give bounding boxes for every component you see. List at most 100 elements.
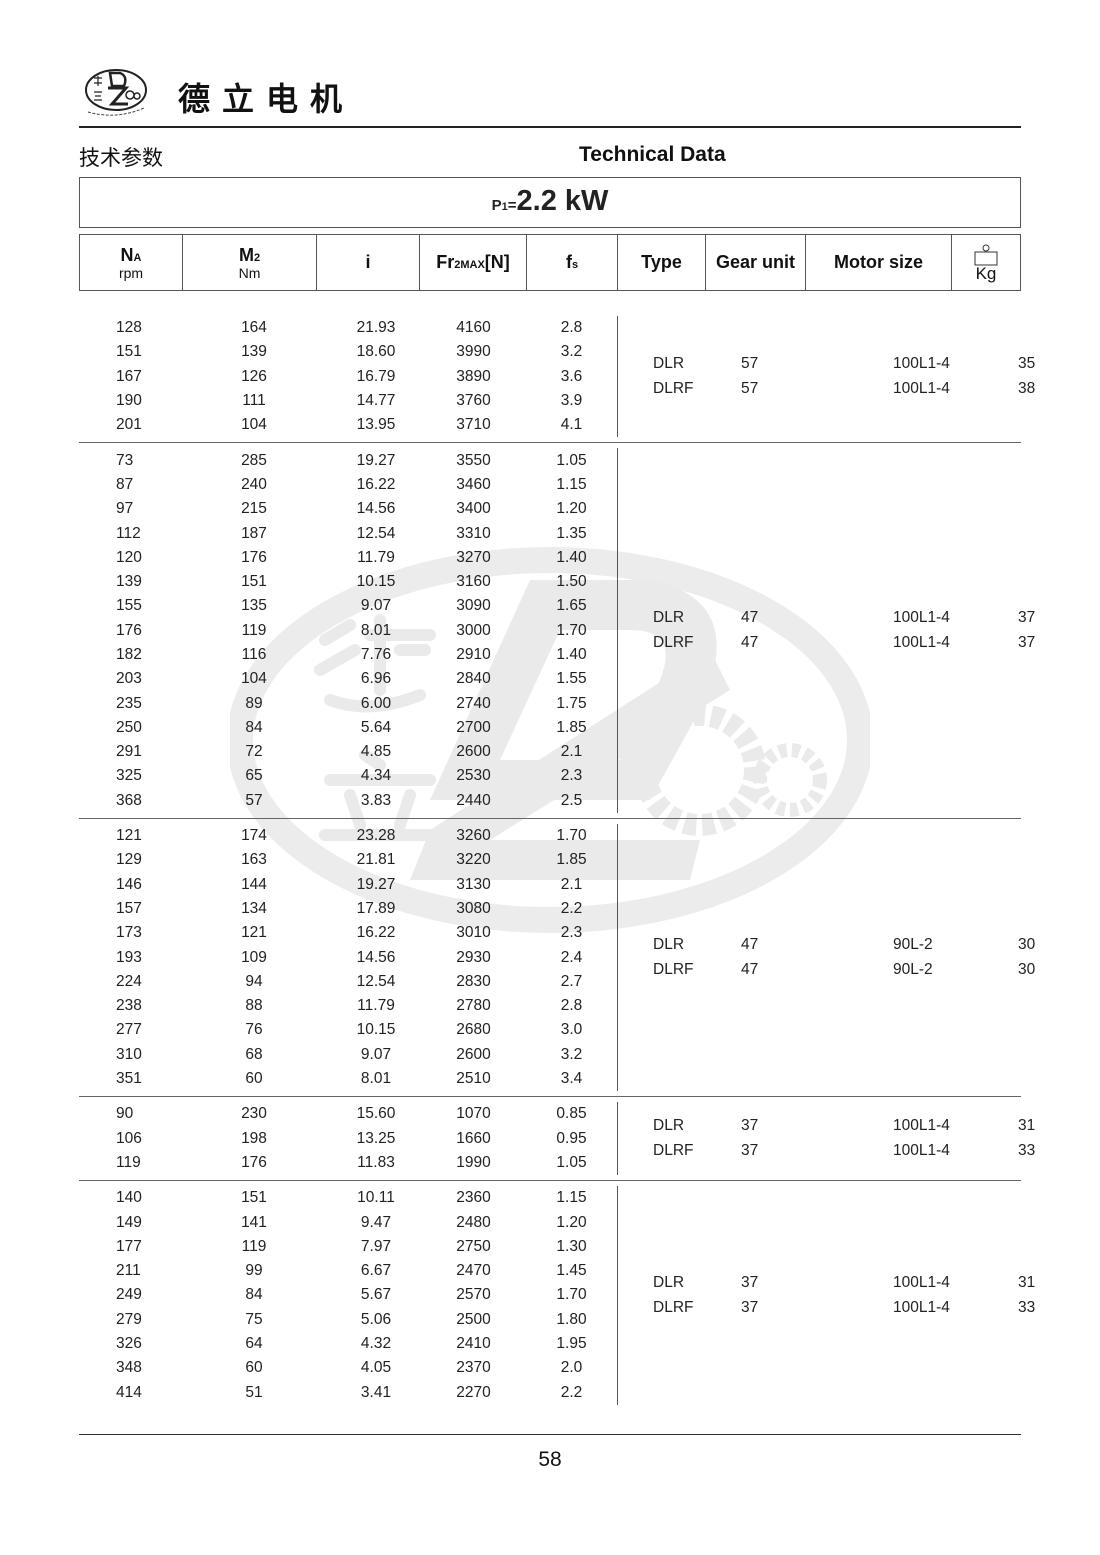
- cell-motor-size: 90L-2: [893, 936, 933, 954]
- cell-speed: 291: [116, 743, 142, 761]
- cell-service-factor: 1.65: [556, 597, 587, 615]
- cell-radial-force: 2500: [456, 1310, 491, 1328]
- table-row: 140 151 10.11 2360 1.15: [79, 1186, 617, 1210]
- table-row: 177 119 7.97 2750 1.30: [79, 1235, 617, 1259]
- col-fs-main: f: [565, 252, 572, 272]
- cell-speed: 176: [116, 621, 142, 639]
- cell-weight: 33: [1018, 1142, 1036, 1160]
- table-row: 211 99 6.67 2470 1.45: [79, 1259, 617, 1283]
- cell-speed: 238: [116, 997, 142, 1015]
- cell-service-factor: 3.6: [560, 367, 583, 385]
- cell-speed: 224: [116, 972, 142, 990]
- table-row: 120 176 11.79 3270 1.40: [79, 546, 617, 570]
- cell-gear-unit: 47: [741, 961, 759, 979]
- cell-speed: 129: [116, 851, 142, 869]
- cell-ratio: 4.32: [360, 1335, 392, 1353]
- cell-speed: 414: [116, 1383, 142, 1401]
- cell-radial-force: 3760: [456, 392, 491, 410]
- cell-radial-force: 3400: [456, 500, 491, 518]
- cell-ratio: 15.60: [356, 1105, 396, 1123]
- cell-torque: 163: [241, 851, 267, 869]
- col-output-torque: M2 Nm: [183, 235, 317, 290]
- cell-ratio: 6.00: [360, 694, 392, 712]
- cell-radial-force: 3310: [456, 524, 491, 542]
- table-row: 310 68 9.07 2600 3.2: [79, 1043, 617, 1067]
- brand-name: 德立电机: [178, 80, 355, 118]
- cell-torque: 119: [241, 1237, 267, 1255]
- cell-ratio: 11.79: [357, 997, 395, 1015]
- cell-service-factor: 1.75: [556, 694, 587, 712]
- table-row: 368 57 3.83 2440 2.5: [79, 789, 617, 813]
- cell-gear-unit: 37: [741, 1117, 759, 1135]
- cell-type: DLR: [653, 355, 685, 373]
- table-row: 90 230 15.60 1070 0.85: [79, 1102, 617, 1126]
- cell-service-factor: 1.20: [556, 500, 587, 518]
- cell-ratio: 4.05: [360, 1359, 392, 1377]
- cell-torque: 72: [245, 743, 263, 761]
- cell-ratio: 9.07: [360, 1045, 392, 1063]
- table-row: 203 104 6.96 2840 1.55: [79, 667, 617, 691]
- cell-speed: 249: [116, 1286, 142, 1304]
- cell-ratio: 16.22: [356, 475, 396, 493]
- cell-ratio: 21.93: [356, 319, 396, 337]
- cell-speed: 146: [116, 875, 142, 893]
- cell-radial-force: 3160: [456, 573, 491, 591]
- cell-torque: 109: [241, 948, 267, 966]
- cell-radial-force: 1660: [456, 1129, 491, 1147]
- table-row: 155 135 9.07 3090 1.65: [79, 594, 617, 618]
- table-row: 128 164 21.93 4160 2.8: [79, 316, 617, 340]
- group-specs: DLR 47 100L1-4 37 DLRF 47 100L1-4 37: [617, 448, 1058, 813]
- table-row: 291 72 4.85 2600 2.1: [79, 740, 617, 764]
- cell-speed: 90: [116, 1105, 134, 1123]
- table-row: 182 116 7.76 2910 1.40: [79, 643, 617, 667]
- cell-gear-unit: 37: [741, 1273, 759, 1291]
- cell-ratio: 10.15: [356, 1021, 396, 1039]
- cell-torque: 134: [241, 899, 267, 917]
- cell-torque: 104: [241, 416, 267, 434]
- group-ratings: 128 164 21.93 4160 2.8 151 139 18.60 3990 3.2 167 1…: [79, 316, 617, 437]
- table-row: 139 151 10.15 3160 1.50: [79, 570, 617, 594]
- cell-service-factor: 1.85: [556, 718, 587, 736]
- cell-motor-size: 90L-2: [893, 961, 933, 979]
- cell-weight: 38: [1018, 380, 1036, 398]
- group-ratings: 140 151 10.11 2360 1.15 149 141 9.47 2480 1.20 177…: [79, 1186, 617, 1405]
- spec-row: DLR 47 90L-2 30: [618, 933, 1058, 958]
- cell-radial-force: 3890: [456, 367, 491, 385]
- cell-motor-size: 100L1-4: [893, 1142, 950, 1160]
- cell-ratio: 12.54: [356, 524, 396, 542]
- cell-torque: 64: [245, 1335, 263, 1353]
- cell-ratio: 7.76: [360, 646, 392, 663]
- cell-service-factor: 2.5: [560, 791, 583, 809]
- table-row: 193 109 14.56 2930 2.4: [79, 945, 617, 969]
- cell-service-factor: 1.40: [556, 646, 587, 663]
- cell-torque: 139: [241, 343, 267, 361]
- cell-radial-force: 2470: [456, 1262, 491, 1280]
- spec-row: DLR 37 100L1-4 31: [618, 1270, 1058, 1295]
- cell-ratio: 14.77: [356, 392, 396, 410]
- cell-service-factor: 4.1: [560, 416, 583, 434]
- cell-service-factor: 2.2: [560, 1383, 583, 1401]
- cell-speed: 325: [116, 767, 142, 785]
- cell-radial-force: 3460: [456, 475, 491, 493]
- spec-row: DLRF 37 100L1-4 33: [618, 1295, 1058, 1320]
- cell-service-factor: 2.7: [560, 972, 583, 990]
- cell-speed: 235: [116, 694, 142, 712]
- cell-speed: 190: [116, 392, 142, 410]
- spec-row: DLR 47 100L1-4 37: [618, 606, 1058, 631]
- cell-type: DLRF: [653, 1298, 694, 1316]
- cell-weight: 30: [1018, 936, 1036, 954]
- cell-ratio: 14.56: [356, 500, 396, 518]
- cell-torque: 176: [241, 548, 267, 566]
- cell-torque: 99: [245, 1262, 263, 1280]
- table-row: 201 104 13.95 3710 4.1: [79, 413, 617, 437]
- cell-weight: 31: [1018, 1117, 1036, 1135]
- cell-service-factor: 1.50: [556, 573, 587, 591]
- cell-radial-force: 3000: [456, 621, 491, 639]
- cell-ratio: 17.89: [356, 899, 396, 917]
- table-row: 87 240 16.22 3460 1.15: [79, 473, 617, 497]
- cell-torque: 84: [245, 1286, 263, 1304]
- cell-service-factor: 0.95: [556, 1129, 587, 1147]
- spec-row: DLR 57 100L1-4 35: [618, 352, 1058, 377]
- cell-speed: 121: [116, 827, 142, 845]
- cell-ratio: 19.27: [356, 875, 396, 893]
